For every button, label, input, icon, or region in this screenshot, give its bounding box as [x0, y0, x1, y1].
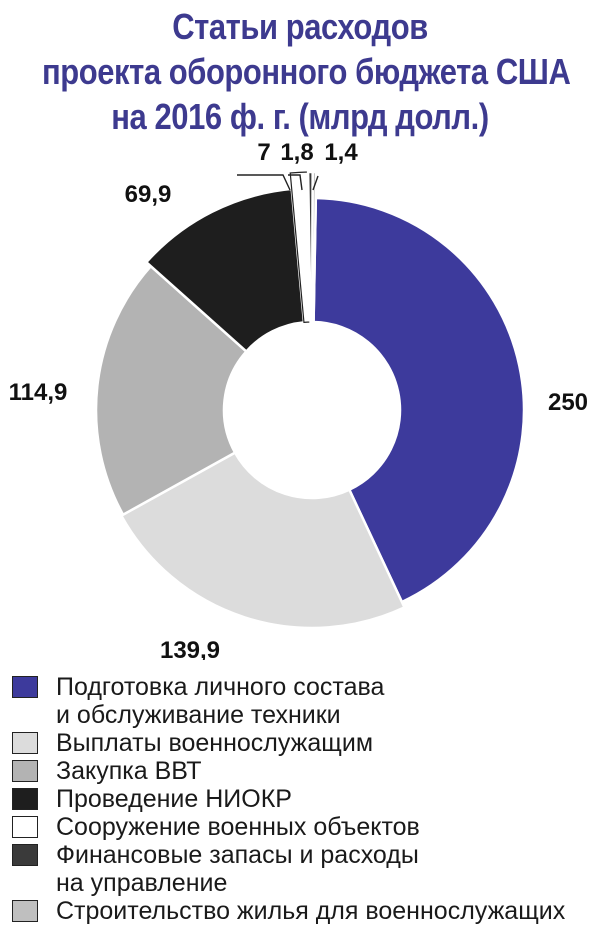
legend-label: Подготовка личного состава — [56, 673, 385, 701]
legend-label: Строительство жилья для военнослужащих — [56, 897, 566, 925]
legend-swatch — [12, 760, 38, 782]
donut-chart: 250 139,9 114,9 69,9 7 1,8 1,4 — [9, 140, 588, 660]
title-line-2: проекта оборонного бюджета США — [42, 51, 571, 92]
value-label-1: 250 — [548, 389, 588, 416]
legend-swatch — [12, 900, 38, 922]
value-label-5: 7 — [257, 140, 270, 166]
legend-swatch — [12, 676, 38, 698]
legend-swatch — [12, 788, 38, 810]
value-label-2: 139,9 — [160, 637, 220, 660]
chart-legend: Подготовка личного состава и обслуживание… — [8, 673, 598, 925]
legend-label: Выплаты военнослужащим — [56, 729, 374, 757]
legend-label: Сооружение военных объектов — [56, 813, 420, 841]
pie-slice-1 — [312, 196, 526, 604]
value-label-7: 1,4 — [324, 140, 358, 166]
value-label-4: 69,9 — [125, 181, 172, 208]
legend-label: Финансовые запасы и расходы — [56, 841, 419, 869]
value-label-6: 1,8 — [280, 140, 313, 166]
leader-line-3 — [312, 175, 319, 191]
legend-item: Финансовые запасы и расходы на управление — [8, 841, 598, 897]
legend-item: Строительство жилья для военнослужащих — [8, 897, 598, 925]
legend-swatch — [12, 844, 38, 866]
legend-item: Проведение НИОКР — [8, 785, 598, 813]
legend-item: Выплаты военнослужащим — [8, 729, 598, 757]
legend-item: Подготовка личного состава и обслуживание… — [8, 673, 598, 729]
pie-slice-3 — [94, 264, 249, 517]
pie-slice-4 — [144, 187, 306, 354]
legend-label: Проведение НИОКР — [56, 785, 292, 813]
legend-item: Закупка ВВТ — [8, 757, 598, 785]
legend-swatch — [12, 816, 38, 838]
legend-item: Сооружение военных объектов — [8, 813, 598, 841]
title-line-1: Статьи расходов — [172, 6, 428, 47]
value-label-3: 114,9 — [9, 379, 68, 406]
pie-slice-7 — [311, 170, 318, 324]
chart-title: Статьи расходов проекта оборонного бюдже… — [42, 4, 571, 139]
legend-swatch — [12, 732, 38, 754]
legend-label: Закупка ВВТ — [56, 757, 202, 785]
title-line-3: на 2016 ф. г. (млрд долл.) — [111, 96, 489, 137]
leader-line-2 — [288, 174, 303, 191]
legend-label: на управление — [56, 869, 228, 897]
leader-line-1 — [237, 174, 291, 191]
legend-label: и обслуживание техники — [56, 701, 341, 729]
pie-slice-2 — [119, 450, 407, 630]
